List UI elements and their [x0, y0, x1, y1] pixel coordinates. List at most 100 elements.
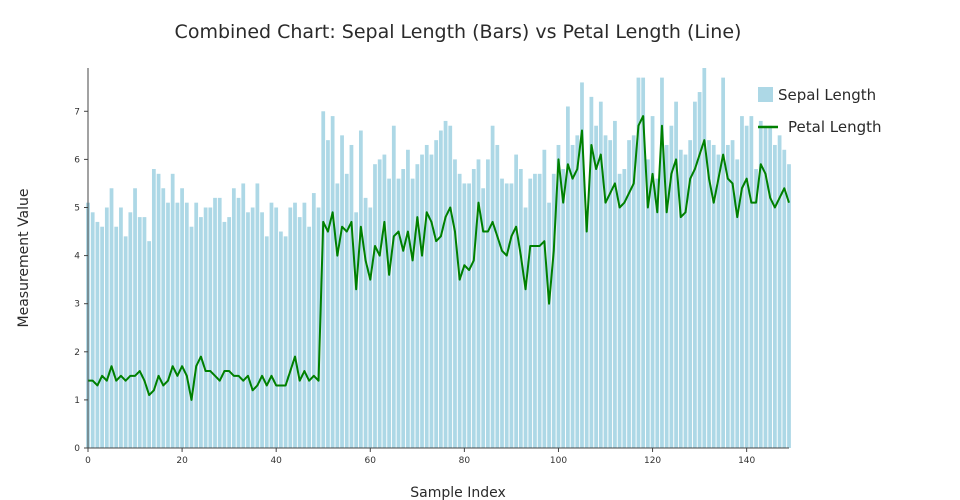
sepal-length-bar [758, 120, 763, 448]
sepal-length-bar [467, 183, 471, 448]
sepal-length-bar [241, 183, 246, 448]
sepal-length-bar [246, 212, 250, 448]
sepal-length-bar [104, 207, 109, 448]
sepal-length-bar [669, 125, 674, 448]
petal-length-line [88, 115, 790, 401]
sepal-length-bar [293, 202, 297, 448]
sepal-length-bar [787, 164, 791, 448]
sepal-length-bar [100, 226, 104, 448]
sepal-length-bar [434, 140, 439, 448]
x-tick-label: 40 [270, 456, 282, 466]
sepal-length-bar [740, 116, 744, 448]
x-tick-label: 0 [85, 456, 91, 466]
sepal-length-bar [603, 135, 608, 448]
sepal-length-bar [95, 221, 100, 448]
sepal-length-bar [725, 144, 730, 448]
sepal-length-bar [688, 140, 693, 448]
sepal-length-bar [307, 226, 311, 448]
x-tick-label: 140 [738, 456, 755, 466]
sepal-length-bar [744, 125, 749, 448]
sepal-length-bar [448, 125, 453, 448]
sepal-length-bar [622, 169, 627, 448]
petal-length-line-layer [88, 115, 790, 401]
legend-swatch-sepal-length [758, 87, 773, 102]
sepal-length-bar [137, 217, 142, 448]
sepal-length-bar [556, 144, 561, 448]
sepal-length-bar [594, 125, 598, 448]
sepal-length-bar [109, 188, 114, 448]
sepal-length-bar [175, 202, 180, 448]
x-tick-label: 120 [644, 456, 661, 466]
sepal-length-bar [486, 159, 490, 448]
sepal-length-bar [283, 236, 288, 448]
sepal-length-bar [142, 217, 147, 448]
sepal-length-bar [542, 149, 547, 448]
sepal-length-bar [297, 217, 302, 448]
sepal-length-bar [462, 183, 467, 448]
sepal-length-bar [777, 135, 782, 448]
sepal-length-bar [222, 221, 227, 448]
sepal-length-bar [613, 120, 617, 448]
sepal-length-bar [598, 101, 603, 449]
sepal-length-bar [391, 125, 396, 448]
sepal-length-bar [199, 217, 203, 448]
sepal-length-bar [533, 173, 537, 448]
sepal-length-bar [340, 135, 344, 448]
sepal-length-bar [396, 178, 401, 448]
sepal-length-bar [580, 82, 584, 449]
sepal-length-bar [208, 207, 213, 448]
sepal-length-bar [330, 116, 335, 448]
sepal-length-bar [754, 169, 758, 448]
sepal-length-bar [316, 207, 321, 448]
sepal-length-bar [401, 169, 406, 448]
sepal-length-bar [674, 101, 678, 449]
sepal-length-bar [763, 125, 768, 448]
sepal-length-bar [697, 92, 702, 449]
sepal-length-bar [358, 130, 363, 448]
sepal-length-bar [617, 173, 622, 448]
sepal-length-bar [514, 154, 519, 448]
sepal-length-bar [523, 207, 528, 448]
axes [87, 68, 789, 449]
sepal-length-bar [768, 125, 773, 448]
sepal-length-bar [217, 197, 222, 448]
sepal-length-bar [429, 154, 434, 448]
sepal-length-bar [476, 159, 481, 448]
sepal-length-bar [575, 135, 580, 448]
y-tick-label: 4 [74, 252, 80, 262]
sepal-length-bar [471, 169, 476, 448]
y-tick-label: 0 [74, 444, 80, 454]
sepal-length-bar [279, 231, 283, 448]
sepal-length-bar [344, 173, 349, 448]
sepal-length-bar [321, 111, 326, 448]
sepal-length-bar [114, 226, 119, 448]
sepal-length-bar [453, 159, 457, 448]
sepal-length-bar [387, 178, 391, 448]
sepal-length-bar [490, 125, 495, 448]
sepal-length-bar [716, 154, 721, 448]
sepal-length-bar [250, 207, 255, 448]
sepal-length-bar [735, 159, 740, 448]
sepal-length-bar [645, 159, 650, 448]
sepal-length-bar [443, 120, 448, 448]
sepal-length-bar [410, 178, 415, 448]
sepal-length-bar [255, 183, 260, 448]
sepal-length-bar [504, 183, 509, 448]
sepal-length-bar [189, 226, 194, 448]
sepal-length-bar [678, 149, 683, 448]
sepal-length-bar [749, 116, 754, 448]
sepal-length-bar [288, 207, 293, 448]
y-tick-label: 7 [74, 107, 80, 117]
sepal-length-bars [86, 68, 791, 449]
x-axis-ticks: 0 20 40 60 80 100 120 140 [85, 448, 756, 466]
sepal-length-bar [707, 140, 711, 448]
sepal-length-bar [326, 140, 330, 448]
sepal-length-bar [269, 202, 274, 448]
sepal-length-bar [641, 77, 646, 449]
sepal-length-bar [119, 207, 123, 448]
sepal-length-bar [161, 188, 166, 448]
sepal-length-bar [481, 188, 486, 448]
y-tick-label: 5 [74, 203, 80, 213]
sepal-length-bar [457, 173, 462, 448]
